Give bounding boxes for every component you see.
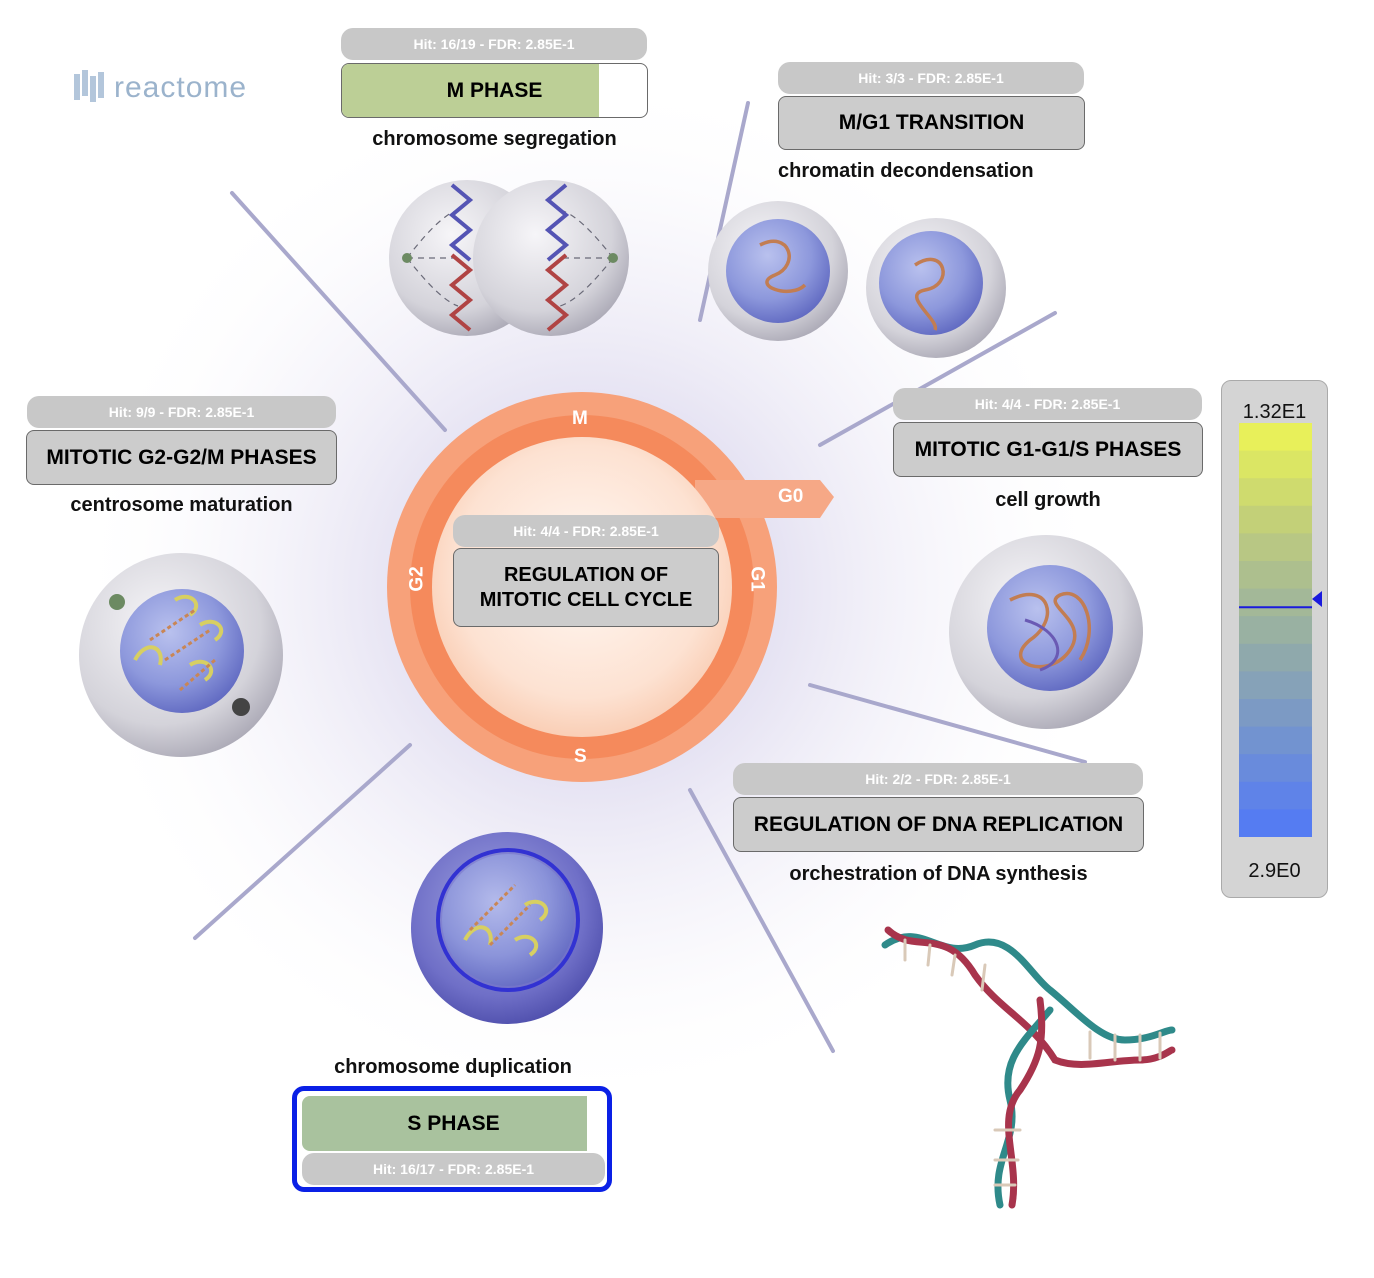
s-phase-label: S PHASE: [407, 1111, 500, 1135]
m-phase-hit-fill: [342, 64, 599, 117]
s-phase-node[interactable]: S PHASE: [302, 1096, 605, 1151]
connector-lines: [193, 101, 1087, 1053]
m-g1-caption: chromatin decondensation: [778, 160, 1034, 182]
dna-rep-stat-badge: Hit: 2/2 - FDR: 2.85E-1: [733, 763, 1143, 795]
legend-color-band: [1239, 754, 1312, 783]
g2m-label: MITOTIC G2-G2/M PHASES: [46, 445, 317, 469]
phase-label-g0: G0: [778, 486, 804, 507]
legend-color-band: [1239, 781, 1312, 810]
legend-color-band: [1239, 423, 1312, 452]
color-legend: 1.32E1 2.9E0: [1221, 380, 1328, 898]
dna-rep-node[interactable]: REGULATION OF DNA REPLICATION: [733, 797, 1144, 852]
g2m-caption: centrosome maturation: [70, 494, 293, 516]
legend-color-band: [1239, 726, 1312, 755]
center-label-line2: MITOTIC CELL CYCLE: [479, 588, 693, 611]
phase-label-s: S: [574, 746, 587, 767]
m-phase-stat-badge: Hit: 16/19 - FDR: 2.85E-1: [341, 28, 647, 60]
legend-color-band: [1239, 478, 1312, 507]
legend-color-band: [1239, 699, 1312, 728]
g1s-node[interactable]: MITOTIC G1-G1/S PHASES: [893, 422, 1203, 477]
phase-label-g1: G1: [746, 566, 768, 592]
center-stat-badge: Hit: 4/4 - FDR: 2.85E-1: [453, 515, 719, 547]
reactome-logo-icon: [74, 70, 104, 102]
g1s-caption: cell growth: [995, 489, 1101, 511]
center-label-line1: REGULATION OF: [503, 563, 669, 586]
legend-color-band: [1239, 643, 1312, 672]
s-phase-hit-fill: [302, 1096, 588, 1151]
m-g1-stat-badge: Hit: 3/3 - FDR: 2.85E-1: [778, 62, 1084, 94]
reactome-logo-text: reactome: [114, 71, 248, 104]
g1s-stat-badge: Hit: 4/4 - FDR: 2.85E-1: [893, 388, 1202, 420]
legend-color-band: [1239, 533, 1312, 562]
s-phase-selection-frame[interactable]: S PHASE Hit: 16/17 - FDR: 2.85E-1: [292, 1086, 612, 1192]
dna-rep-caption: orchestration of DNA synthesis: [789, 863, 1088, 885]
legend-color-band: [1239, 450, 1312, 479]
g2m-node[interactable]: MITOTIC G2-G2/M PHASES: [26, 430, 337, 485]
legend-color-band: [1239, 561, 1312, 590]
dna-helix-illustration: [881, 926, 1176, 1209]
phase-label-m: M: [572, 408, 588, 429]
reactome-logo[interactable]: reactome: [72, 68, 247, 108]
legend-color-band: [1239, 588, 1312, 617]
m-phase-caption: chromosome segregation: [372, 128, 617, 150]
m-phase-label: M PHASE: [446, 78, 543, 102]
legend-color-band: [1239, 671, 1312, 700]
legend-gradient-bar: [1239, 423, 1312, 837]
dna-rep-label: REGULATION OF DNA REPLICATION: [753, 812, 1124, 836]
s-phase-cell-illustration: [411, 832, 603, 1024]
legend-color-band: [1239, 809, 1312, 837]
g1-cell-illustration: [949, 535, 1143, 729]
m-g1-node[interactable]: M/G1 TRANSITION: [778, 96, 1085, 150]
s-phase-stat-badge: Hit: 16/17 - FDR: 2.85E-1: [302, 1153, 605, 1185]
s-phase-caption: chromosome duplication: [334, 1056, 572, 1078]
phase-label-g2: G2: [406, 566, 428, 592]
g2-cell-illustration: [79, 553, 283, 757]
g1s-label: MITOTIC G1-G1/S PHASES: [914, 437, 1182, 461]
m-phase-cells-illustration: [389, 180, 629, 336]
legend-color-band: [1239, 505, 1312, 534]
legend-color-band: [1239, 616, 1312, 645]
legend-marker-arrow: [1312, 591, 1322, 607]
center-pathway-node[interactable]: REGULATION OF MITOTIC CELL CYCLE: [453, 548, 719, 627]
m-g1-label: M/G1 TRANSITION: [838, 111, 1025, 134]
m-phase-node[interactable]: M PHASE: [341, 63, 648, 118]
legend-min-label: 2.9E0: [1248, 860, 1301, 882]
m-g1-cells-illustration: [708, 201, 1006, 358]
legend-max-label: 1.32E1: [1242, 401, 1307, 423]
g2m-stat-badge: Hit: 9/9 - FDR: 2.85E-1: [27, 396, 336, 428]
